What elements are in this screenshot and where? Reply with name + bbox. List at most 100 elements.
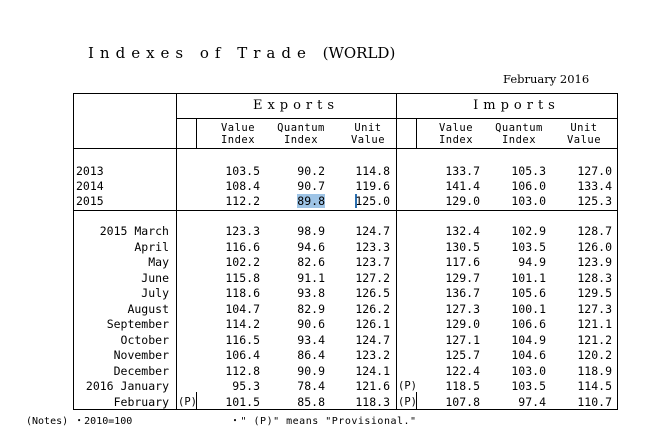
imports-value-index: 129.0	[445, 317, 480, 331]
row-label: February	[113, 395, 169, 409]
exports-quantum-index: 98.9	[297, 224, 325, 238]
exports-value-index: 123.3	[225, 224, 260, 238]
exports-value-index: 95.3	[232, 379, 260, 393]
exports-quantum-index: 78.4	[297, 379, 325, 393]
row-label: October	[120, 333, 169, 347]
imports-unit-value: 125.3	[577, 194, 612, 208]
imports-quantum-index: 105.6	[511, 286, 546, 300]
imports-provisional-mark: (P)	[398, 380, 417, 392]
exports-quantum-index: 93.8	[297, 286, 325, 300]
exports-unit-value: 119.6	[355, 179, 390, 193]
exports-value-index: 112.8	[225, 364, 260, 378]
exports-value-index: 112.2	[225, 194, 260, 208]
exports-quantum-index: 82.6	[297, 255, 325, 269]
row-label: September	[106, 317, 169, 331]
row-label: June	[141, 271, 169, 285]
imports-quantum-index: 97.4	[518, 395, 546, 409]
exports-unit-value: 126.1	[355, 317, 390, 331]
exports-quantum-index: 90.7	[297, 179, 325, 193]
exports-unit-value: 127.2	[355, 271, 390, 285]
exports-value-index: 114.2	[225, 317, 260, 331]
row-label: August	[127, 302, 169, 316]
imports-value-index: 118.5	[445, 379, 480, 393]
exports-unit-value-header: Unit Value	[350, 122, 386, 146]
imports-quantum-index: 100.1	[511, 302, 546, 316]
row-label: 2014	[76, 179, 104, 193]
exports-value-index: 116.6	[225, 240, 260, 254]
imports-value-index: 133.7	[445, 164, 480, 178]
exports-quantum-index: 85.8	[297, 395, 325, 409]
exports-unit-value: 124.7	[355, 333, 390, 347]
imports-value-index-header: Value Index	[438, 122, 474, 146]
imports-value-index: 125.7	[445, 348, 480, 362]
imports-unit-value: 120.2	[577, 348, 612, 362]
row-label: May	[148, 255, 169, 269]
exports-unit-value: 121.6	[355, 379, 390, 393]
imports-quantum-index: 105.3	[511, 164, 546, 178]
imports-value-index: 107.8	[445, 395, 480, 409]
report-date: February 2016	[503, 72, 590, 86]
exports-value-index: 102.2	[225, 255, 260, 269]
exports-quantum-index: 91.1	[297, 271, 325, 285]
header-bottom-border	[73, 148, 617, 149]
notes: (Notes) ・2010=100	[26, 416, 133, 427]
exports-mark-divider	[196, 118, 197, 148]
exports-quantum-index-header: Quantum Index	[277, 122, 325, 146]
row-label: 2015 March	[99, 224, 169, 238]
imports-value-index: 129.7	[445, 271, 480, 285]
exports-quantum-index: 94.6	[297, 240, 325, 254]
exports-unit-value: 126.5	[355, 286, 390, 300]
exports-quantum-index: 82.9	[297, 302, 325, 316]
exports-unit-value: 126.2	[355, 302, 390, 316]
exports-unit-value: 123.2	[355, 348, 390, 362]
row-label: April	[134, 240, 169, 254]
imports-unit-value: 128.7	[577, 224, 612, 238]
exports-imports-divider	[396, 93, 397, 410]
exports-quantum-index: 89.8	[297, 194, 325, 208]
imports-unit-value: 127.3	[577, 302, 612, 316]
table-left-border	[73, 93, 74, 410]
imports-unit-value: 118.9	[577, 364, 612, 378]
imports-unit-value: 121.2	[577, 333, 612, 347]
exports-quantum-index: 86.4	[297, 348, 325, 362]
exports-provisional-mark: (P)	[178, 396, 197, 408]
imports-unit-value: 129.5	[577, 286, 612, 300]
exports-unit-value: 124.1	[355, 364, 390, 378]
exports-quantum-index: 90.6	[297, 317, 325, 331]
exports-unit-value: 118.3	[355, 395, 390, 409]
imports-value-index: 127.3	[445, 302, 480, 316]
imports-mark-column-line	[416, 392, 417, 410]
imports-mark-divider	[416, 118, 417, 148]
exports-value-index: 108.4	[225, 179, 260, 193]
row-label: November	[113, 348, 169, 362]
imports-unit-value: 121.1	[577, 317, 612, 331]
imports-unit-value: 126.0	[577, 240, 612, 254]
exports-mark-column-line	[196, 392, 197, 410]
imports-value-index: 130.5	[445, 240, 480, 254]
exports-value-index: 115.8	[225, 271, 260, 285]
imports-value-index: 132.4	[445, 224, 480, 238]
exports-unit-value: 124.7	[355, 224, 390, 238]
imports-unit-value: 114.5	[577, 379, 612, 393]
row-label: 2016 January	[85, 379, 169, 393]
row-label: 2015	[76, 194, 104, 208]
exports-quantum-index: 93.4	[297, 333, 325, 347]
table-top-border	[73, 93, 617, 94]
imports-unit-value: 128.3	[577, 271, 612, 285]
annual-section-divider	[73, 210, 617, 211]
page-title: Indexes of Trade (WORLD)	[88, 44, 396, 62]
exports-quantum-index: 90.9	[297, 364, 325, 378]
exports-unit-value: 123.3	[355, 240, 390, 254]
imports-value-index: 129.0	[445, 194, 480, 208]
imports-value-index: 127.1	[445, 333, 480, 347]
row-label: December	[113, 364, 169, 378]
imports-quantum-index: 101.1	[511, 271, 546, 285]
table-right-border	[617, 93, 618, 410]
imports-unit-value: 123.9	[577, 255, 612, 269]
imports-quantum-index: 102.9	[511, 224, 546, 238]
exports-value-index: 104.7	[225, 302, 260, 316]
imports-unit-value-header: Unit Value	[566, 122, 602, 146]
imports-quantum-index: 103.5	[511, 240, 546, 254]
imports-value-index: 136.7	[445, 286, 480, 300]
label-column-divider	[176, 93, 177, 410]
